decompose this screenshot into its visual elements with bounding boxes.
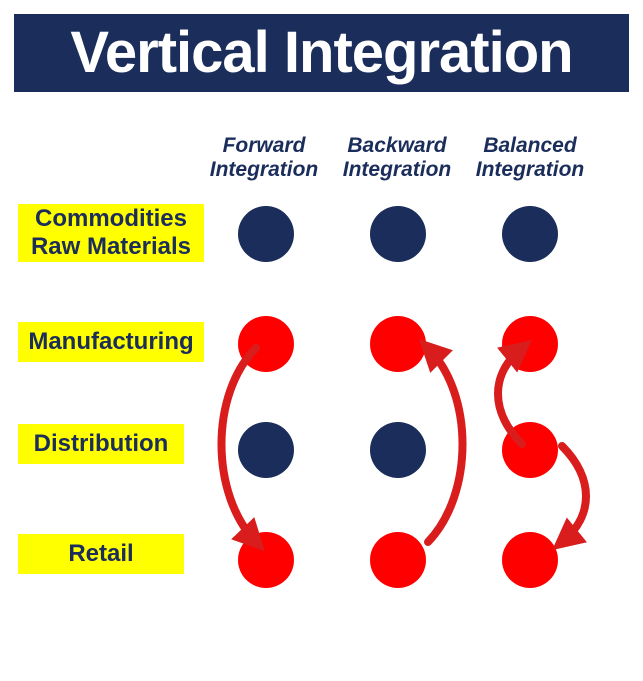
col-header-forward: ForwardIntegration — [199, 134, 329, 182]
title-text: Vertical Integration — [70, 20, 572, 85]
dot — [502, 422, 558, 478]
title-bar: Vertical Integration — [14, 14, 629, 92]
dot — [238, 206, 294, 262]
dot — [370, 316, 426, 372]
arrow — [428, 348, 463, 542]
dot — [502, 316, 558, 372]
dot — [238, 422, 294, 478]
arrow — [562, 446, 586, 542]
row-label-manufacturing: Manufacturing — [18, 322, 204, 362]
dot — [238, 532, 294, 588]
row-label-distribution: Distribution — [18, 424, 184, 464]
col-header-backward: BackwardIntegration — [332, 134, 462, 182]
dot — [370, 206, 426, 262]
dot — [370, 532, 426, 588]
dot — [502, 206, 558, 262]
dot — [370, 422, 426, 478]
dot — [238, 316, 294, 372]
col-header-balanced: BalancedIntegration — [465, 134, 595, 182]
row-label-retail: Retail — [18, 534, 184, 574]
row-label-commodities: CommoditiesRaw Materials — [18, 204, 204, 262]
dot — [502, 532, 558, 588]
